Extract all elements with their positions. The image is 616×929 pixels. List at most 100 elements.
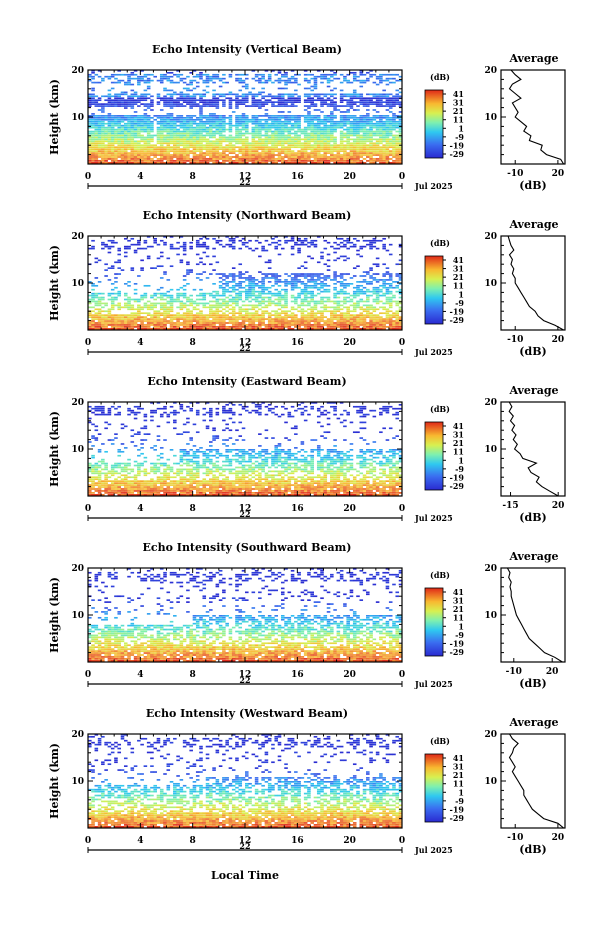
- heatmap-cell: [313, 87, 318, 90]
- heatmap-cell: [339, 328, 344, 330]
- heatmap-cell: [277, 290, 282, 293]
- heatmap-cell: [205, 122, 210, 125]
- heatmap-cell: [395, 144, 400, 147]
- heatmap-cell: [153, 294, 157, 297]
- heatmap-cell: [245, 105, 249, 107]
- heatmap-cell: [120, 128, 125, 131]
- heatmap-cell: [245, 156, 249, 158]
- heatmap-cell: [101, 154, 105, 156]
- heatmap-cell: [133, 124, 138, 127]
- heatmap-cell: [88, 150, 92, 152]
- heatmap-cell: [130, 150, 135, 152]
- heatmap-cell: [235, 150, 239, 152]
- heatmap-cell: [372, 134, 377, 137]
- heatmap-cell: [366, 328, 370, 330]
- heatmap-cell: [238, 160, 243, 162]
- heatmap-cell: [290, 118, 295, 121]
- heatmap-cell: [375, 144, 380, 147]
- heatmap-cell: [130, 237, 135, 240]
- heatmap-cell: [245, 142, 249, 145]
- heatmap-cell: [366, 128, 370, 131]
- heatmap-cell: [199, 326, 203, 328]
- heatmap-cell: [362, 99, 367, 102]
- heatmap-cell: [375, 117, 380, 119]
- heatmap-cell: [202, 318, 207, 320]
- heatmap-cell: [88, 328, 92, 330]
- heatmap-cell: [159, 109, 164, 111]
- heatmap-cell: [123, 304, 128, 307]
- heatmap-cell: [231, 124, 236, 127]
- heatmap-cell: [199, 122, 203, 125]
- heatmap-cell: [228, 245, 233, 248]
- heatmap-cell: [91, 115, 95, 117]
- heatmap-cell: [127, 239, 131, 242]
- heatmap-cell: [362, 142, 367, 145]
- heatmap-cell: [274, 281, 279, 283]
- heatmap-cell: [173, 99, 177, 102]
- heatmap-cell: [267, 124, 272, 127]
- heatmap-cell: [300, 322, 305, 324]
- heatmap-cell: [274, 324, 279, 326]
- heatmap-cell: [222, 294, 226, 297]
- heatmap-cell: [166, 71, 171, 74]
- heatmap-cell: [127, 140, 131, 143]
- heatmap-cell: [251, 298, 256, 301]
- heatmap-cell: [205, 79, 210, 82]
- heatmap-cell: [133, 128, 138, 131]
- heatmap-cell: [271, 132, 275, 135]
- heatmap-cell: [97, 154, 102, 156]
- heatmap-cell: [284, 140, 288, 143]
- heatmap-cell: [339, 95, 344, 98]
- heatmap-cell: [235, 128, 239, 131]
- heatmap-cell: [336, 300, 341, 303]
- heatmap-cell: [127, 103, 131, 105]
- heatmap-cell: [140, 93, 144, 96]
- heatmap-cell: [274, 120, 279, 123]
- heatmap-cell: [362, 117, 367, 119]
- heatmap-cell: [271, 154, 275, 156]
- heatmap-cell: [176, 124, 180, 127]
- heatmap-cell: [199, 243, 203, 246]
- heatmap-cell: [228, 281, 233, 283]
- heatmap-cell: [143, 162, 148, 164]
- heatmap-cell: [205, 73, 210, 76]
- heatmap-cell: [349, 150, 354, 152]
- heatmap-cell: [366, 124, 370, 127]
- heatmap-cell: [159, 286, 164, 289]
- heatmap-cell: [346, 120, 350, 123]
- heatmap-cell: [166, 97, 171, 100]
- heatmap-cell: [313, 85, 318, 88]
- heatmap-cell: [245, 95, 249, 98]
- heatmap-cell: [169, 320, 174, 322]
- heatmap-cell: [189, 107, 193, 109]
- heatmap-cell: [303, 134, 308, 137]
- x-tick-label: 16: [291, 172, 304, 182]
- heatmap-cell: [231, 296, 236, 299]
- heatmap-cell: [372, 146, 377, 149]
- heatmap-cell: [215, 318, 220, 320]
- heatmap-cell: [261, 150, 265, 152]
- heatmap-cell: [189, 300, 193, 303]
- heatmap-cell: [307, 245, 311, 248]
- heatmap-cell: [222, 124, 226, 127]
- heatmap-cell: [107, 77, 112, 80]
- heatmap-cell: [133, 251, 138, 254]
- heatmap-cell: [130, 269, 135, 271]
- heatmap-cell: [398, 126, 403, 129]
- heatmap-cell: [228, 328, 233, 330]
- heatmap-cell: [146, 130, 151, 133]
- heatmap-cell: [192, 132, 197, 135]
- heatmap-cell: [310, 318, 314, 320]
- heatmap-cell: [114, 115, 118, 117]
- heatmap-cell: [146, 120, 151, 123]
- heatmap-cell: [225, 326, 229, 328]
- heatmap-cell: [97, 118, 102, 121]
- heatmap-cell: [137, 152, 141, 154]
- heatmap-cell: [352, 292, 357, 295]
- heatmap-cell: [101, 138, 105, 141]
- heatmap-cell: [176, 292, 180, 295]
- heatmap-cell: [267, 115, 272, 117]
- heatmap-cell: [199, 257, 203, 260]
- heatmap-cell: [287, 150, 292, 152]
- heatmap-cell: [166, 103, 171, 105]
